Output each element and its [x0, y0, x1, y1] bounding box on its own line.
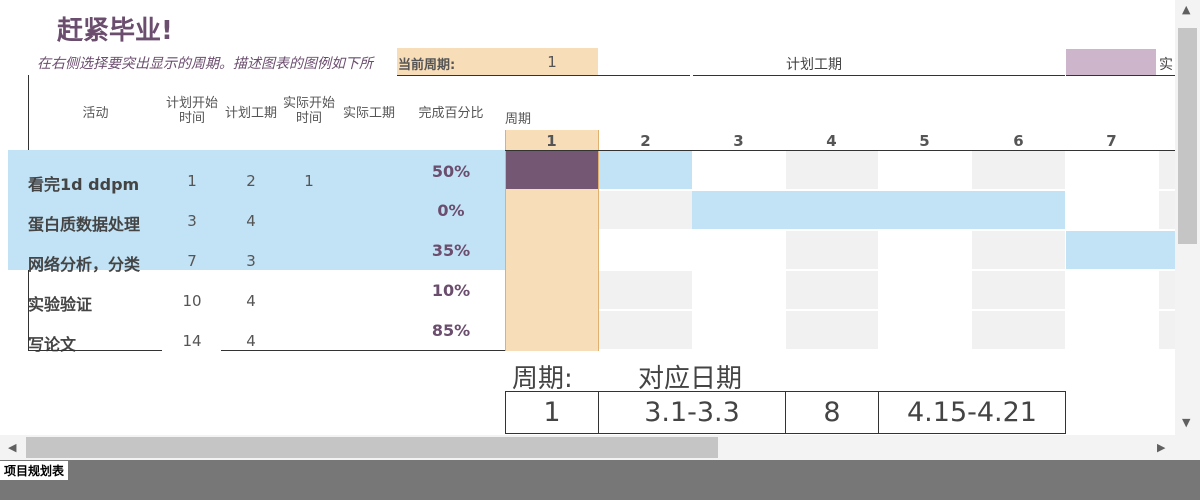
ref-date-label: 对应日期	[638, 364, 743, 394]
task-percent: 85%	[431, 321, 471, 340]
grid-cell	[1159, 271, 1175, 309]
grid-cell	[1159, 191, 1175, 229]
task-percent: 35%	[431, 241, 471, 260]
grid-cell	[786, 151, 878, 189]
divider	[1066, 75, 1175, 76]
task-name: 看完1d ddpm	[28, 175, 140, 194]
sheet-tab[interactable]: 项目规划表	[0, 461, 69, 480]
header-actual-start: 实际开始 时间	[282, 96, 335, 126]
horizontal-scroll-thumb[interactable]	[26, 437, 718, 458]
period-number: 4	[826, 132, 837, 150]
grid-cell	[599, 311, 692, 349]
period-number: 1	[546, 132, 557, 150]
task-plan-duration: 4	[246, 332, 256, 350]
current-period-input[interactable]: 1	[547, 53, 557, 71]
task-plan-start: 14	[182, 332, 202, 350]
legend-actual-swatch	[1066, 49, 1156, 76]
right-arrow-icon[interactable]: ▶	[1157, 441, 1166, 454]
grid-cell	[1159, 311, 1175, 349]
ref-date-cell: 4.15-4.21	[878, 391, 1066, 434]
plan-bar	[1066, 231, 1175, 269]
ref-period-cell: 1	[505, 391, 599, 434]
task-name: 蛋白质数据处理	[28, 215, 141, 234]
current-period-box	[397, 48, 598, 75]
task-plan-start: 10	[182, 292, 202, 310]
task-plan-start: 1	[187, 172, 197, 190]
plan-bar	[599, 151, 692, 189]
task-plan-duration: 4	[246, 212, 256, 230]
highlight-rows	[8, 150, 505, 270]
period-number: 3	[733, 132, 744, 150]
period-number: 6	[1013, 132, 1024, 150]
task-plan-duration: 4	[246, 292, 256, 310]
divider	[693, 75, 1065, 76]
page-title: 赶紧毕业!	[57, 16, 173, 46]
ref-period-cell: 8	[785, 391, 879, 434]
up-arrow-icon[interactable]: ▲	[1182, 3, 1191, 16]
plan-bar	[692, 191, 1065, 229]
grid-cell	[1159, 151, 1175, 189]
period-number: 5	[919, 132, 930, 150]
grid-cell	[786, 231, 878, 269]
grid-cell	[972, 231, 1065, 269]
grid-cell	[972, 151, 1065, 189]
grid-cell	[786, 311, 878, 349]
period-number: 7	[1106, 132, 1117, 150]
header-period: 周期	[505, 112, 532, 127]
scroll-corner	[1175, 435, 1200, 460]
task-plan-duration: 3	[246, 252, 256, 270]
ref-period-label: 周期:	[512, 364, 573, 394]
period-number: 2	[640, 132, 651, 150]
task-plan-start: 3	[187, 212, 197, 230]
legend-actual-label: 实	[1159, 57, 1173, 73]
legend-plan-label: 计划工期	[786, 57, 842, 73]
task-percent: 10%	[431, 281, 471, 300]
task-actual-start: 1	[304, 172, 314, 190]
task-plan-start: 7	[187, 252, 197, 270]
actual-bar	[506, 151, 598, 189]
task-name: 写论文	[28, 335, 77, 354]
task-percent: 50%	[431, 162, 471, 181]
grid-cell	[972, 311, 1065, 349]
grid-cell	[972, 271, 1065, 309]
header-plan-duration: 计划工期	[224, 106, 277, 121]
task-name: 实验验证	[28, 295, 93, 314]
legend-hint: 在右侧选择要突出显示的周期。描述图表的图例如下所	[37, 56, 373, 72]
grid-cell	[599, 191, 692, 229]
task-name: 网络分析，分类	[28, 255, 141, 274]
header-percent: 完成百分比	[418, 106, 484, 121]
header-actual-duration: 实际工期	[342, 106, 395, 121]
divider	[28, 350, 162, 351]
grid-cell	[599, 271, 692, 309]
grid-cell	[786, 271, 878, 309]
sheet-bar	[0, 460, 1200, 500]
down-arrow-icon[interactable]: ▼	[1182, 416, 1191, 429]
task-plan-duration: 2	[246, 172, 256, 190]
gantt-header-line	[505, 150, 1175, 151]
ref-date-cell: 3.1-3.3	[598, 391, 786, 434]
header-plan-start: 计划开始 时间	[165, 96, 218, 126]
left-arrow-icon[interactable]: ◀	[8, 441, 17, 454]
vertical-scroll-thumb[interactable]	[1178, 28, 1197, 244]
task-percent: 0%	[437, 201, 465, 220]
divider	[221, 350, 505, 351]
divider	[397, 75, 690, 76]
current-period-label: 当前周期:	[398, 58, 456, 73]
header-activity: 活动	[82, 106, 109, 121]
